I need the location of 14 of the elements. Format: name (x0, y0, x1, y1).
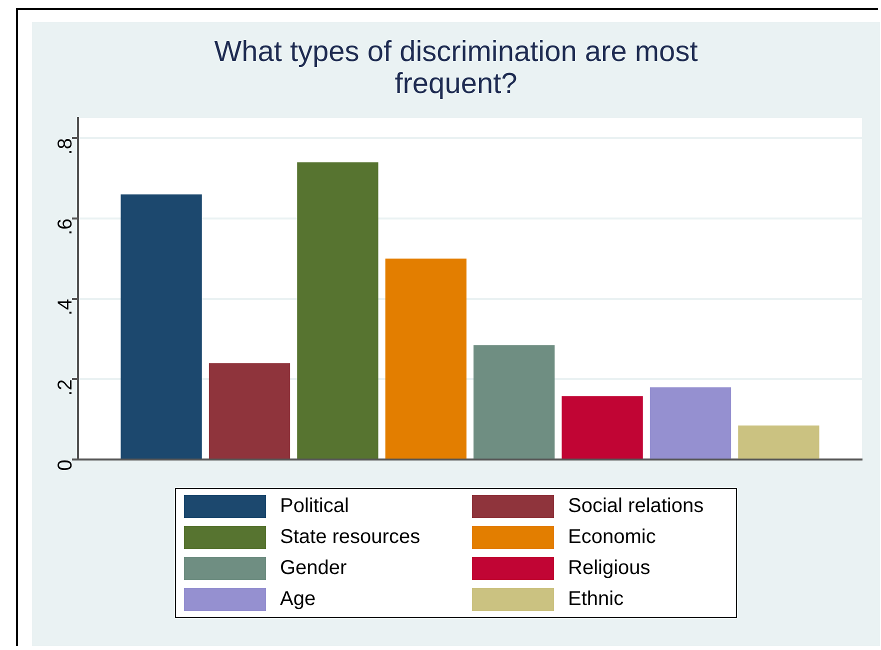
y-tick-label: .4 (54, 298, 77, 316)
legend-label: Gender (280, 557, 347, 580)
legend-label: Age (280, 588, 316, 611)
y-tick-label: 0 (54, 460, 77, 471)
y-tick-label: .8 (54, 138, 77, 155)
y-tick-label: .6 (54, 218, 77, 236)
chart-title: What types of discrimination are most frequent? (213, 36, 699, 100)
legend-label: Economic (568, 526, 656, 549)
legend-label: Social relations (568, 495, 704, 518)
legend-label: Political (280, 495, 349, 518)
legend-label: Ethnic (568, 588, 624, 611)
y-tick-label: .2 (54, 379, 77, 396)
legend-label: State resources (280, 526, 420, 549)
legend-label: Religious (568, 557, 650, 580)
